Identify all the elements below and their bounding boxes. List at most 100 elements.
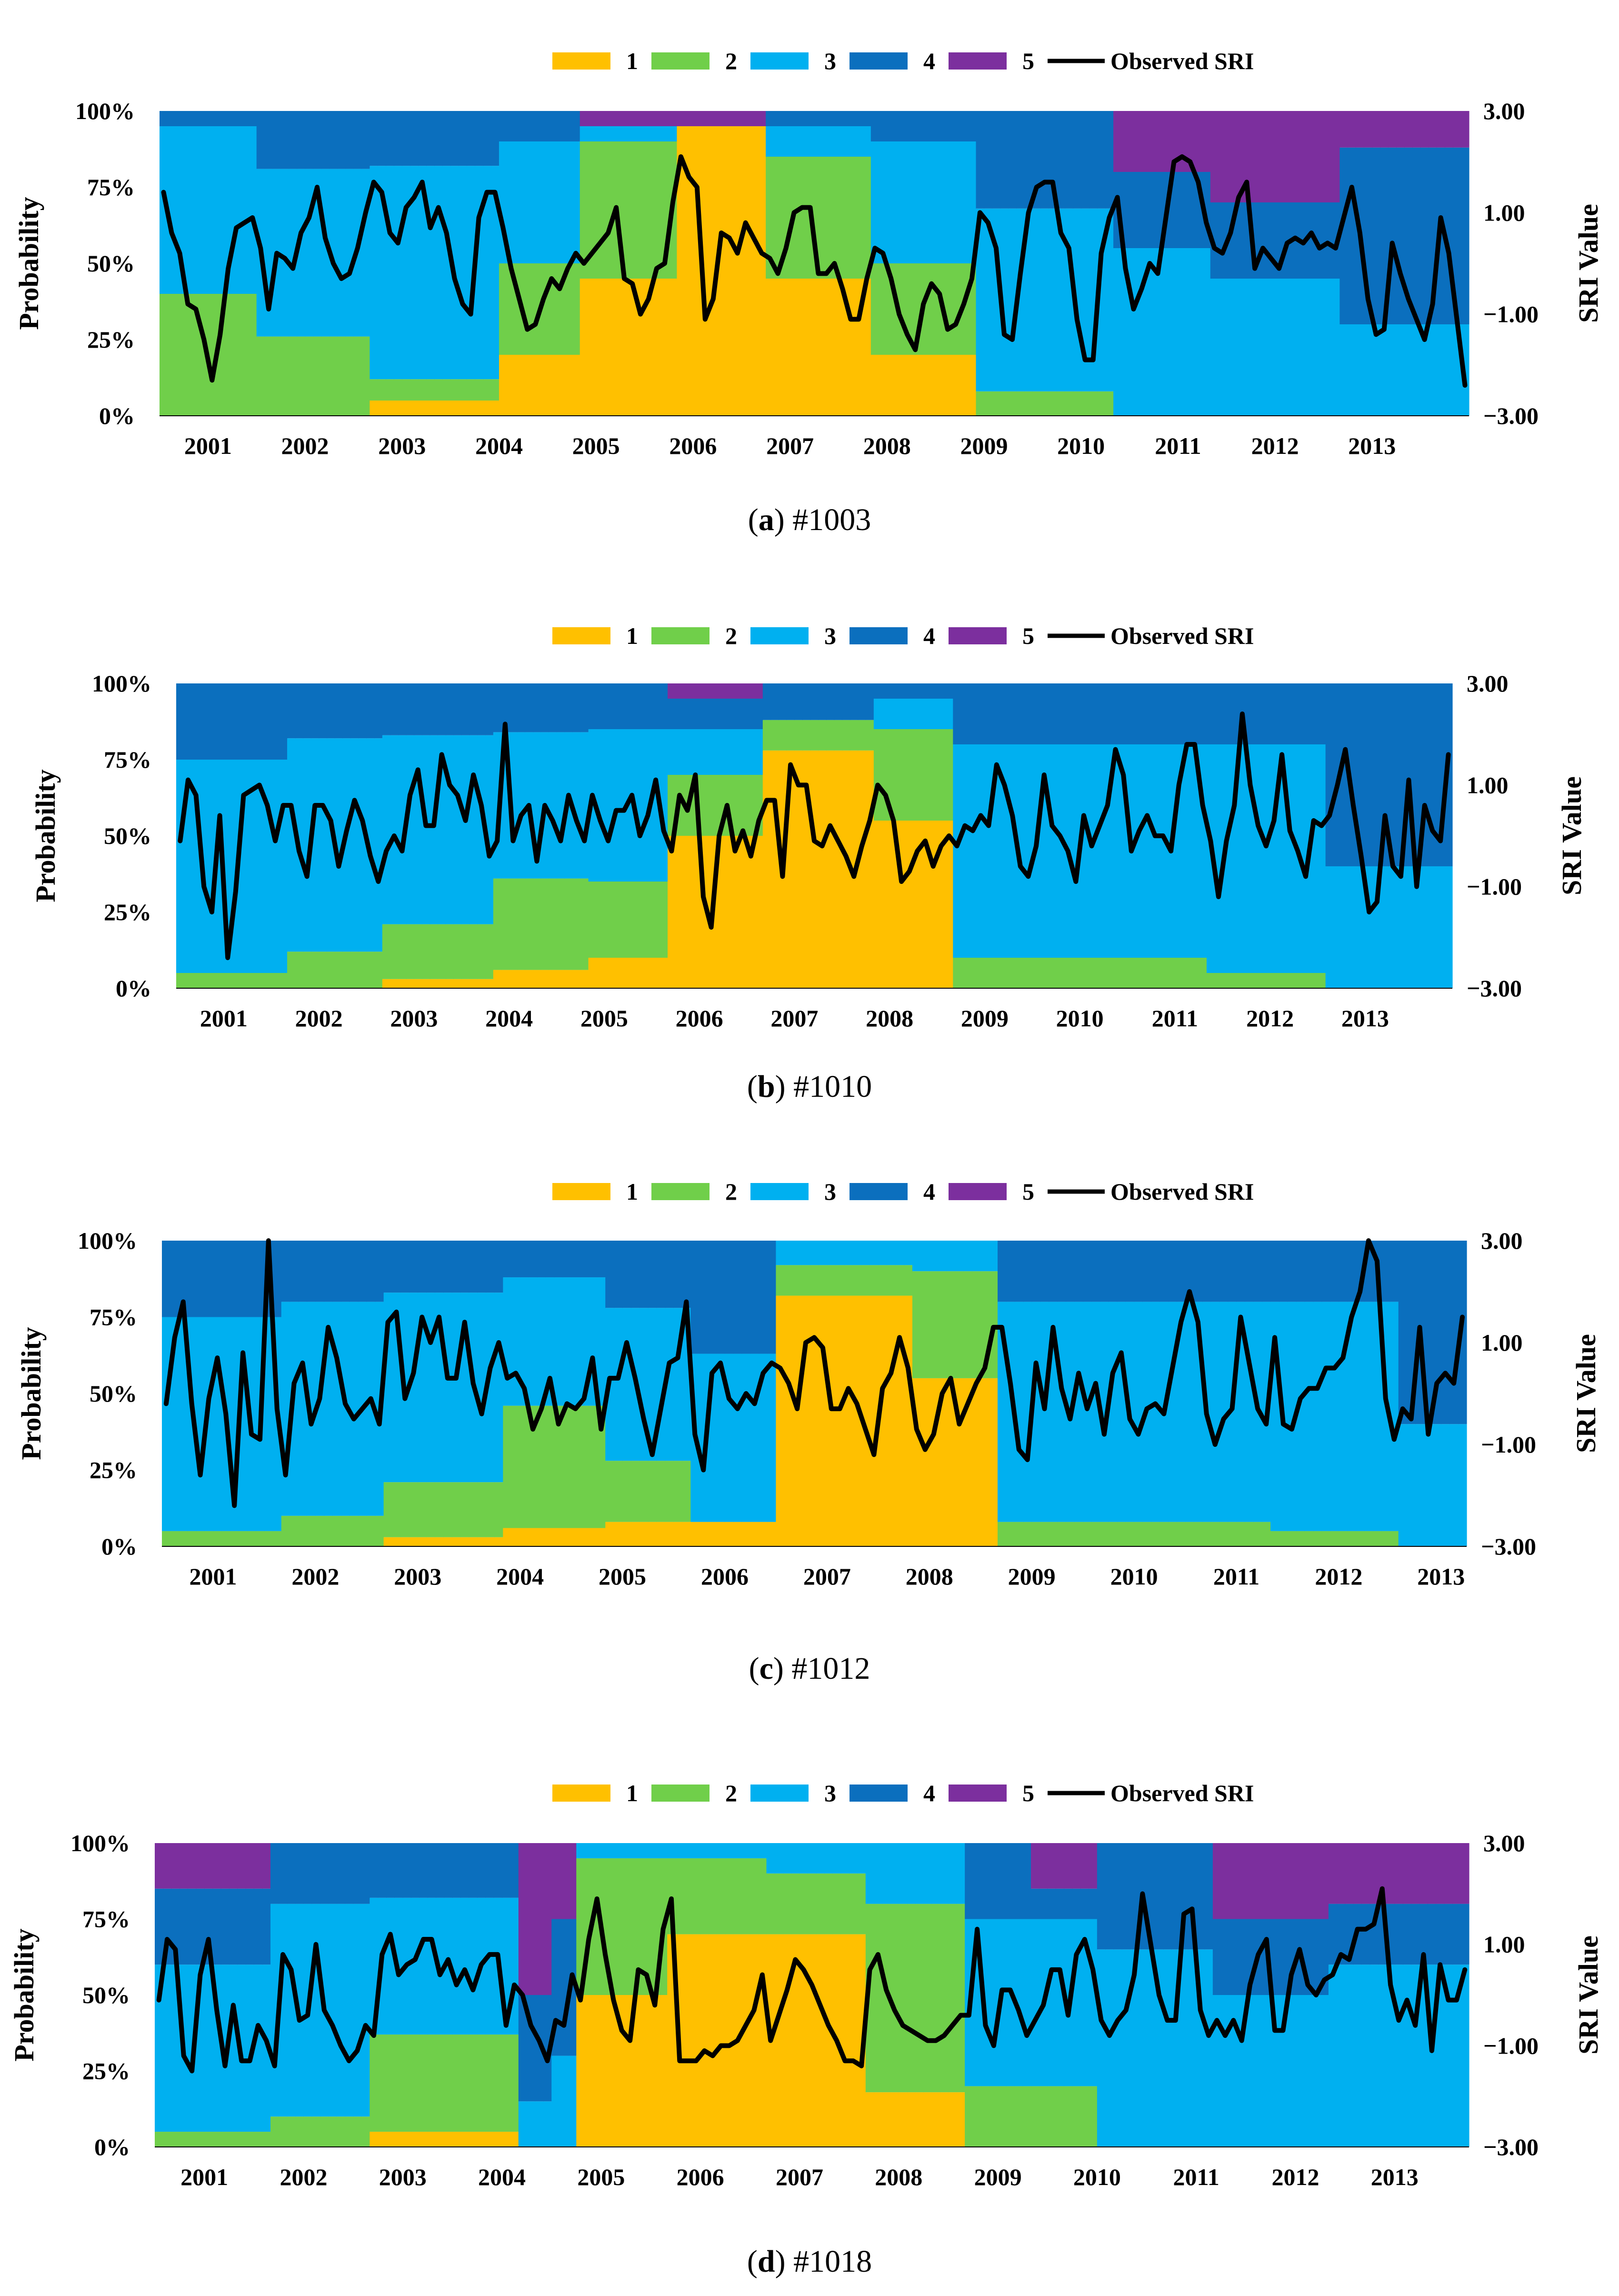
bar-segment: [758, 111, 766, 126]
bar-segment: [511, 1241, 520, 1278]
bar-segment: [1065, 391, 1073, 416]
bar-segment: [866, 683, 874, 720]
bar-segment: [1372, 147, 1380, 324]
bar-segment: [620, 958, 629, 988]
bar-segment: [854, 157, 863, 279]
bar-segment: [733, 1354, 742, 1522]
bar-segment: [1047, 1843, 1056, 1889]
bar-segment: [963, 1241, 972, 1272]
bar-segment: [620, 126, 629, 141]
bar-segment: [485, 1843, 494, 1898]
bar-segment: [402, 166, 410, 380]
bar-segment: [1349, 866, 1358, 988]
bar-segment: [1031, 1843, 1039, 1889]
bar-segment: [1259, 111, 1268, 202]
bar-segment: [774, 1934, 783, 2147]
bar-segment: [1315, 202, 1324, 279]
bar-segment: [808, 1843, 817, 1874]
bar-segment: [1369, 1965, 1379, 2147]
x-tick-label: 2006: [669, 432, 717, 459]
bar-segment: [915, 2092, 924, 2147]
bar-segment: [1389, 683, 1398, 866]
bar-segment: [453, 924, 462, 979]
bar-segment: [1341, 683, 1350, 866]
legend-swatch-3: [750, 52, 809, 70]
bar-segment: [838, 111, 847, 126]
bar-segment: [486, 1537, 495, 1546]
bar-segment: [889, 821, 898, 988]
bar-segment: [527, 1843, 536, 1995]
bar-segment: [529, 1528, 538, 1546]
bar-segment: [642, 1843, 651, 1858]
bar-segment: [1348, 324, 1356, 416]
bar-segment: [895, 355, 904, 416]
bar-segment: [1253, 1522, 1262, 1546]
bar-segment: [327, 952, 335, 988]
bar-segment: [840, 1934, 849, 2147]
bar-segment: [554, 1405, 563, 1528]
bar-segment: [673, 1461, 683, 1522]
bar-segment: [1333, 866, 1342, 988]
bar-segment: [1121, 1949, 1130, 2147]
bar-segment: [370, 111, 378, 166]
bar-segment: [660, 882, 668, 958]
bar-segment: [774, 1873, 783, 1935]
bar-segment: [852, 1295, 862, 1546]
bar-segment: [179, 1531, 188, 1546]
y2-tick-label: 1.00: [1481, 1329, 1523, 1356]
bar-segment: [517, 970, 526, 988]
bar-segment: [1398, 1241, 1408, 1424]
bar-segment: [963, 1271, 972, 1378]
bar-segment: [383, 1537, 393, 1546]
bar-segment: [992, 391, 1001, 416]
bar-segment: [1057, 1522, 1066, 1546]
bar-segment: [935, 111, 944, 141]
legend-label-5: 5: [1022, 1780, 1034, 1806]
bar-segment: [628, 958, 637, 988]
legend-swatch-2: [651, 52, 710, 70]
bar-segment: [1016, 391, 1025, 416]
bar-segment: [759, 1241, 768, 1354]
bar-segment: [1397, 866, 1405, 988]
bar-segment: [493, 683, 502, 732]
bar-segment: [1320, 1843, 1329, 1919]
bar-segment: [1441, 1241, 1450, 1424]
bar-segment: [1117, 1241, 1126, 1302]
bar-segment: [911, 355, 920, 416]
bar-segment: [750, 1934, 759, 2147]
bar-segment: [562, 1528, 572, 1546]
bar-segment: [747, 699, 755, 729]
bar-segment: [699, 729, 708, 775]
bar-segment: [799, 1873, 808, 1935]
bar-segment: [588, 111, 597, 126]
bar-segment: [208, 111, 217, 126]
bar-segment: [626, 1858, 635, 1995]
observed-sri-line: [156, 1886, 1468, 2074]
bar-segment: [281, 1515, 290, 1546]
bar-segment: [808, 1873, 817, 1935]
bar-segment: [943, 111, 952, 141]
bar-segment: [1065, 111, 1073, 209]
bar-segment: [469, 924, 478, 979]
bar-segment: [588, 958, 597, 988]
bar-segment: [612, 683, 620, 729]
bar-segment: [1424, 1424, 1433, 1546]
bar-segment: [1246, 973, 1255, 988]
y2-tick-label: −3.00: [1481, 1533, 1536, 1560]
bar-segment: [943, 355, 952, 416]
bar-segment: [584, 1843, 593, 1858]
bar-segment: [184, 973, 192, 988]
bar-segment: [1262, 1241, 1271, 1302]
bar-segment: [1407, 1424, 1416, 1546]
bar-segment: [204, 1531, 214, 1546]
bar-segment: [741, 1522, 751, 1546]
bar-segment: [551, 2055, 560, 2147]
bar-segment: [1057, 1241, 1066, 1302]
bar-segment: [1222, 683, 1231, 744]
bar-segment: [549, 878, 557, 970]
x-tick-label: 2013: [1417, 1563, 1465, 1590]
bar-segment: [1291, 111, 1300, 202]
bar-segment: [650, 1858, 660, 1995]
bar-segment: [895, 141, 904, 263]
legend-label-4: 4: [923, 48, 935, 74]
